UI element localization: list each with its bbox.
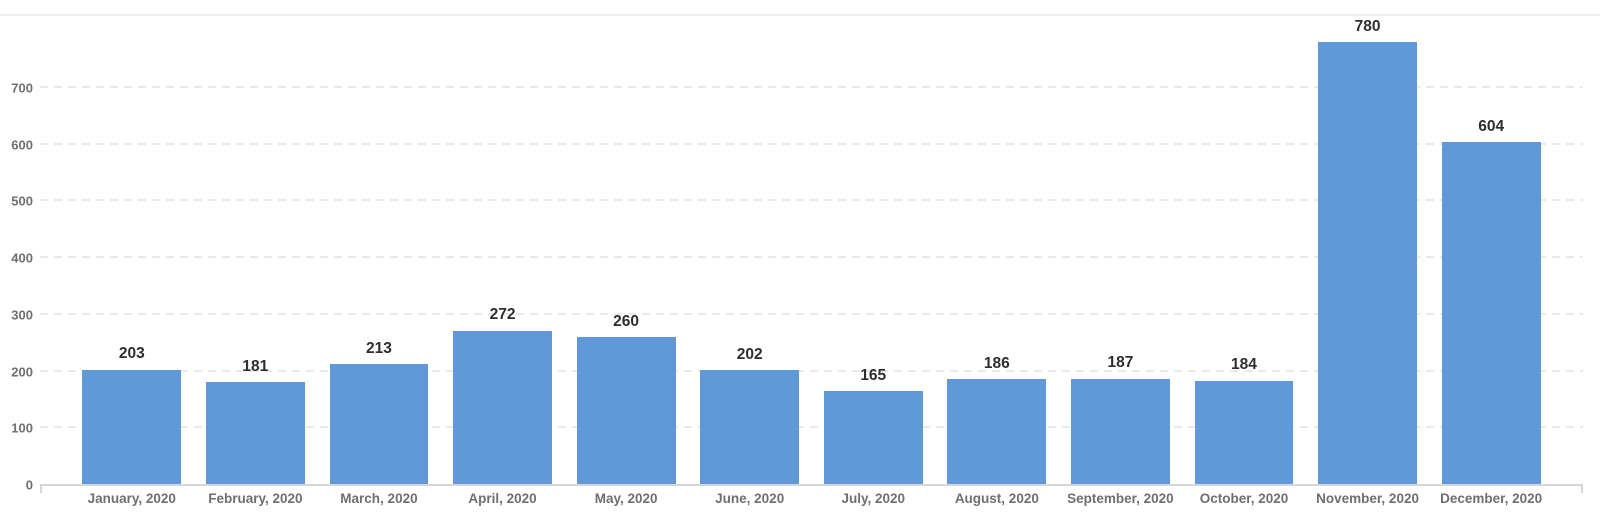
axis-end-tick-left: [40, 484, 42, 493]
bar-group: 272 April, 2020: [441, 14, 565, 505]
bar-group: 202 June, 2020: [688, 14, 812, 505]
gridline: [40, 312, 1583, 315]
bar-column[interactable]: [82, 369, 182, 485]
bar-group: 187 September, 2020: [1059, 14, 1183, 505]
gridline: [40, 256, 1583, 259]
y-axis-tick-label: 300: [11, 307, 33, 323]
bar-column[interactable]: [453, 330, 552, 485]
x-axis-category-label: December, 2020: [1440, 491, 1543, 506]
bar-value-label: 272: [489, 306, 516, 324]
x-axis-category-label: July, 2020: [841, 491, 906, 506]
bar-value-label: 604: [1478, 117, 1505, 135]
bar-value-label: 203: [118, 345, 145, 363]
y-axis-tick-label: 100: [11, 420, 33, 436]
y-axis-tick-label: 700: [11, 80, 33, 96]
bar-group: 186 August, 2020: [935, 14, 1059, 505]
x-axis-category-label: February, 2020: [208, 491, 303, 506]
bar-column[interactable]: [1194, 380, 1294, 485]
bar-group: 780 November, 2020: [1306, 14, 1430, 505]
gridline: [40, 369, 1583, 372]
bar-column[interactable]: [576, 337, 676, 485]
x-axis-category-label: November, 2020: [1316, 491, 1419, 506]
gridline: [40, 199, 1583, 202]
bar-group: 260 May, 2020: [564, 14, 688, 505]
bar-column[interactable]: [700, 370, 800, 485]
x-axis-category-label: January, 2020: [87, 491, 176, 506]
x-axis-category-label: June, 2020: [715, 491, 785, 506]
bar-value-label: 187: [1107, 354, 1134, 372]
x-axis-category-label: September, 2020: [1067, 491, 1174, 506]
x-axis-category-label: April, 2020: [468, 491, 537, 506]
bar-value-label: 186: [983, 354, 1010, 372]
bar-group: 203 January, 2020: [70, 14, 194, 505]
x-axis-category-label: August, 2020: [954, 491, 1039, 506]
bar-column[interactable]: [823, 391, 923, 485]
bar-value-label: 181: [242, 357, 269, 375]
plot-area: 0 100 200 300 400 500 600 700 203 January, 2020 1…: [11, 14, 1583, 505]
y-axis-tick-label: 500: [11, 193, 33, 209]
bar-value-label: 260: [613, 312, 640, 330]
bar-group: 181 February, 2020: [194, 14, 318, 505]
y-axis-tick-label: 0: [25, 477, 33, 493]
bar-group: 213 March, 2020: [317, 14, 441, 505]
bar-column[interactable]: [947, 379, 1047, 485]
bar-column[interactable]: [1070, 378, 1170, 485]
bar-value-label: 165: [860, 366, 887, 384]
x-axis-line: [40, 484, 1583, 493]
bar-column[interactable]: [1441, 142, 1541, 485]
y-axis-tick-label: 200: [11, 364, 33, 380]
x-axis-category-label: October, 2020: [1199, 491, 1289, 506]
y-axis-tick-label: 400: [11, 250, 33, 266]
bar-group: 604 December, 2020: [1429, 14, 1553, 505]
bar-value-label: 780: [1354, 17, 1381, 35]
axis-end-tick-right: [1581, 484, 1583, 493]
gridline: [40, 85, 1583, 88]
x-axis-category-label: May, 2020: [594, 491, 658, 506]
bar-series: 203 January, 2020 181 February, 2020 213 Marc…: [40, 14, 1583, 505]
bar-value-label: 213: [366, 339, 392, 357]
gridline: [40, 142, 1583, 145]
bar-group: 165 July, 2020: [811, 14, 935, 505]
bar-column[interactable]: [205, 382, 305, 485]
bar-group: 184 October, 2020: [1182, 14, 1306, 505]
bar-column[interactable]: [1318, 42, 1417, 485]
bar-value-label: 202: [736, 345, 763, 363]
gridline: [40, 426, 1583, 429]
bar-column[interactable]: [329, 364, 429, 485]
y-axis-tick-label: 600: [11, 137, 33, 153]
bar-value-label: 184: [1231, 356, 1257, 374]
x-axis-category-label: March, 2020: [340, 491, 418, 506]
chart-top-border: [0, 14, 1600, 16]
